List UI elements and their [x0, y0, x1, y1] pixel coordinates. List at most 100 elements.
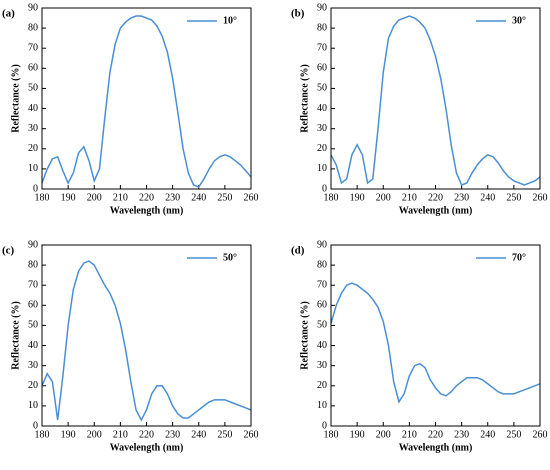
y-tick-label: 10: [317, 400, 327, 411]
y-tick-label: 0: [33, 183, 38, 194]
x-tick-label: 200: [376, 192, 391, 203]
x-tick-label: 210: [113, 192, 128, 203]
y-tick-label: 70: [28, 43, 38, 54]
data-line: [330, 282, 541, 404]
x-tick-label: 260: [244, 192, 259, 203]
x-tick-label: 200: [87, 192, 102, 203]
x-tick-label: 250: [217, 429, 232, 440]
y-tick-label: 90: [28, 239, 38, 250]
x-tick-label: 200: [87, 429, 102, 440]
y-tick-label: 10: [28, 163, 38, 174]
x-tick-label: 250: [506, 192, 521, 203]
data-line: [330, 15, 541, 186]
x-tick-label: 240: [191, 192, 206, 203]
x-tick-label: 210: [402, 192, 417, 203]
x-tick-label: 230: [454, 192, 469, 203]
y-tick-label: 80: [317, 22, 327, 33]
x-tick-label: 220: [428, 192, 443, 203]
y-tick-label: 90: [28, 2, 38, 13]
y-axis-label: Reflectance (%): [10, 301, 21, 370]
x-tick-label: 240: [191, 429, 206, 440]
x-tick-label: 250: [506, 429, 521, 440]
x-tick-label: 180: [324, 429, 339, 440]
x-tick-label: 240: [480, 192, 495, 203]
y-tick-label: 10: [28, 400, 38, 411]
data-line: [41, 260, 252, 422]
x-tick-label: 190: [350, 192, 365, 203]
x-axis-label: Wavelength (nm): [399, 442, 473, 453]
x-tick-label: 220: [139, 192, 154, 203]
x-axis-label: Wavelength (nm): [110, 205, 184, 216]
plot-frame: [41, 7, 252, 190]
legend-label: 30°: [512, 15, 526, 26]
y-tick-label: 30: [28, 360, 38, 371]
y-tick-label: 80: [28, 259, 38, 270]
panel-label: (b): [291, 8, 305, 20]
x-tick-label: 260: [533, 192, 548, 203]
x-tick-label: 190: [350, 429, 365, 440]
x-tick-label: 180: [35, 192, 50, 203]
x-tick-label: 220: [139, 429, 154, 440]
x-tick-label: 230: [165, 192, 180, 203]
y-tick-label: 50: [317, 83, 327, 94]
x-tick-label: 240: [480, 429, 495, 440]
x-tick-label: 190: [61, 192, 76, 203]
plot-frame: [330, 244, 541, 427]
y-axis-label: Reflectance (%): [299, 301, 310, 370]
y-tick-label: 80: [317, 259, 327, 270]
plot-frame: [41, 244, 252, 427]
y-tick-label: 50: [28, 320, 38, 331]
panel-label: (d): [291, 245, 305, 257]
x-tick-label: 220: [428, 429, 443, 440]
y-tick-label: 40: [317, 103, 327, 114]
y-tick-label: 30: [28, 123, 38, 134]
legend-label: 70°: [512, 252, 526, 263]
y-tick-label: 40: [317, 340, 327, 351]
x-tick-label: 210: [402, 429, 417, 440]
y-tick-label: 50: [28, 83, 38, 94]
x-tick-label: 260: [533, 429, 548, 440]
y-tick-label: 20: [317, 143, 327, 154]
legend-label: 50°: [223, 252, 237, 263]
x-tick-label: 230: [165, 429, 180, 440]
y-tick-label: 60: [317, 63, 327, 74]
y-tick-label: 40: [28, 103, 38, 114]
y-tick-label: 80: [28, 22, 38, 33]
y-tick-label: 0: [322, 420, 327, 431]
x-axis-label: Wavelength (nm): [110, 442, 184, 453]
y-tick-label: 30: [317, 123, 327, 134]
x-axis-label: Wavelength (nm): [399, 205, 473, 216]
y-tick-label: 60: [317, 300, 327, 311]
y-tick-label: 70: [28, 280, 38, 291]
y-tick-label: 50: [317, 320, 327, 331]
x-tick-label: 250: [217, 192, 232, 203]
panel-label: (c): [2, 245, 15, 257]
x-tick-label: 230: [454, 429, 469, 440]
y-tick-label: 40: [28, 340, 38, 351]
x-tick-label: 210: [113, 429, 128, 440]
y-axis-label: Reflectance (%): [299, 64, 310, 133]
x-tick-label: 260: [244, 429, 259, 440]
y-axis-label: Reflectance (%): [10, 64, 21, 133]
y-tick-label: 60: [28, 63, 38, 74]
y-tick-label: 90: [317, 2, 327, 13]
x-tick-label: 190: [61, 429, 76, 440]
y-tick-label: 70: [317, 43, 327, 54]
y-tick-label: 10: [317, 163, 327, 174]
x-tick-label: 200: [376, 429, 391, 440]
y-tick-label: 90: [317, 239, 327, 250]
x-tick-label: 180: [35, 429, 50, 440]
y-tick-label: 20: [28, 143, 38, 154]
y-tick-label: 0: [33, 420, 38, 431]
x-tick-label: 180: [324, 192, 339, 203]
y-tick-label: 70: [317, 280, 327, 291]
y-tick-label: 20: [317, 380, 327, 391]
y-tick-label: 60: [28, 300, 38, 311]
legend-label: 10°: [223, 15, 237, 26]
data-line: [41, 15, 252, 188]
y-tick-label: 30: [317, 360, 327, 371]
panel-label: (a): [2, 8, 15, 20]
plot-frame: [330, 7, 541, 190]
y-tick-label: 20: [28, 380, 38, 391]
